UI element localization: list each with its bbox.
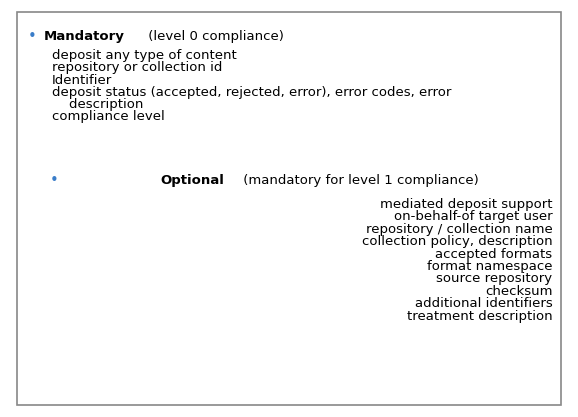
Text: •: • xyxy=(28,29,37,44)
Text: checksum: checksum xyxy=(485,285,553,298)
Text: •: • xyxy=(49,173,58,188)
Text: compliance level: compliance level xyxy=(52,111,165,123)
Text: repository or collection id: repository or collection id xyxy=(52,61,223,75)
Text: deposit any type of content: deposit any type of content xyxy=(52,49,237,62)
Text: mediated deposit support: mediated deposit support xyxy=(380,198,553,211)
Text: repository / collection name: repository / collection name xyxy=(366,223,553,236)
Text: on-behalf-of target user: on-behalf-of target user xyxy=(394,211,553,224)
Text: Optional: Optional xyxy=(160,174,224,187)
Text: collection policy, description: collection policy, description xyxy=(362,235,553,248)
Text: deposit status (accepted, rejected, error), error codes, error: deposit status (accepted, rejected, erro… xyxy=(52,86,451,99)
Text: accepted formats: accepted formats xyxy=(435,248,553,261)
Text: (mandatory for level 1 compliance): (mandatory for level 1 compliance) xyxy=(239,174,479,187)
Text: treatment description: treatment description xyxy=(407,310,553,323)
Text: additional identifiers: additional identifiers xyxy=(415,297,553,310)
Text: format namespace: format namespace xyxy=(427,260,553,273)
Text: source repository: source repository xyxy=(436,272,553,286)
Text: (level 0 compliance): (level 0 compliance) xyxy=(144,30,284,43)
Text: description: description xyxy=(52,98,143,111)
Text: Identifier: Identifier xyxy=(52,74,112,87)
Text: Mandatory: Mandatory xyxy=(44,30,125,43)
